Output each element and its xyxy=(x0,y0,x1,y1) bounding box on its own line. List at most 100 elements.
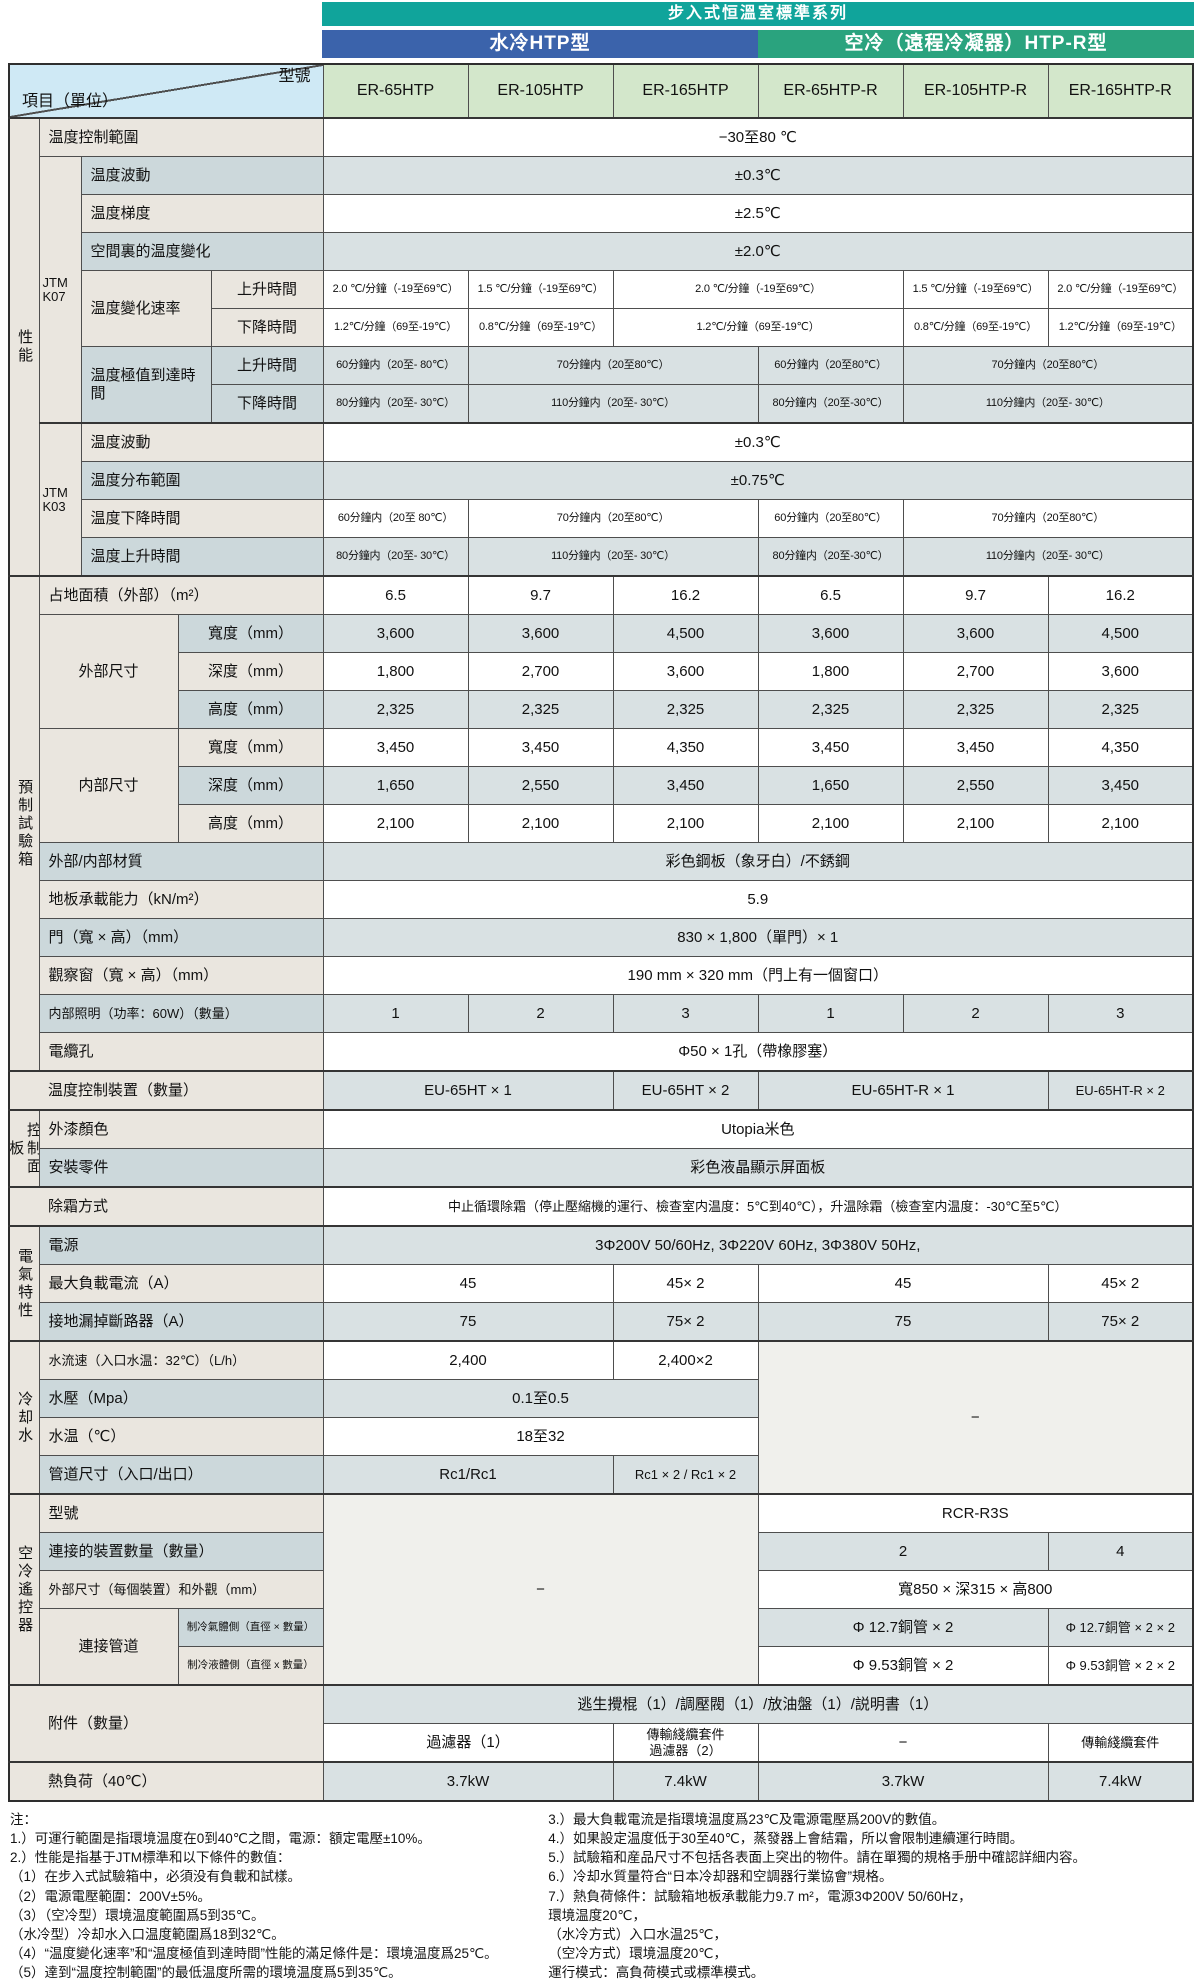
value-cell: 60分鐘内（20至80℃） xyxy=(757,499,904,538)
series-title-bar: 步入式恒溫室標準系列 xyxy=(322,2,1194,26)
value-cell: 3,450 xyxy=(757,728,904,767)
label-cell: 型號 xyxy=(38,1493,324,1533)
label-cell: 最大負載電流（A） xyxy=(38,1264,324,1303)
value-cell: 2,700 xyxy=(902,652,1049,691)
group-performance: 性能 xyxy=(8,117,40,577)
group-control-panel: 控制面板 xyxy=(8,1109,40,1188)
label-cell: 寬度（mm） xyxy=(177,614,324,653)
not-applicable-cell: − xyxy=(322,1493,759,1686)
value-cell: 1.5 ℃/分鐘（-19至69℃） xyxy=(467,270,614,309)
value-cell: 45× 2 xyxy=(612,1264,759,1303)
note-line: （2）電源電壓範圍：200V±5%。 xyxy=(10,1888,211,1904)
row-window: 觀察窗（寬 × 高）（mm） 190 mm × 320 mm（門上有一個窗口） xyxy=(9,956,1194,995)
row-temp-control-range: 性能 温度控制範圍 −30至80 ℃ xyxy=(8,117,1194,577)
value-cell: 過濾器（1） xyxy=(322,1723,614,1763)
label-cell: 内部照明（功率：60W）（數量） xyxy=(38,994,324,1033)
label-cell: 上升時間 xyxy=(210,270,324,309)
value-cell: 80分鐘内（20至- 30℃） xyxy=(322,537,469,577)
label-cell: 水温（℃） xyxy=(38,1417,324,1456)
value-cell: 2 xyxy=(467,994,614,1033)
value-cell: 1,650 xyxy=(757,766,904,805)
value-cell: 1,800 xyxy=(322,652,469,691)
value-cell: Φ 12.7銅管 × 2 xyxy=(757,1608,1049,1647)
value-cell: 2,325 xyxy=(902,690,1049,729)
value-cell: 1,800 xyxy=(757,652,904,691)
label-cell: 深度（mm） xyxy=(177,652,324,691)
label-cell: 連接的裝置數量（數量） xyxy=(38,1532,324,1571)
notes: 注： 1.）可運行範圍是指環境温度在0到40℃之間，電源：額定電壓±10%。 2.）… xyxy=(8,1810,1192,1982)
row-temp-change-rate-fall: 下降時間 1.2℃/分鐘（69至-19℃） 0.8℃/分鐘（69至-19℃） 1.2℃… xyxy=(9,308,1194,347)
value-cell: 1 xyxy=(757,994,904,1033)
note-line: （4）“温度變化速率”和“温度極值到達時間”性能的滿足條件是：環境温度爲25℃。 xyxy=(10,1946,498,1962)
row-cable-hole: 電纜孔 Φ50 × 1孔（帶橡膠塞） xyxy=(9,1032,1194,1072)
model-header-cell: ER-165HTP xyxy=(612,63,759,119)
value-cell: 2,550 xyxy=(902,766,1049,805)
value-cell: 3,600 xyxy=(757,614,904,653)
value-cell: 16.2 xyxy=(612,575,759,615)
value-cell: 7.4kW xyxy=(612,1761,759,1802)
value-cell: 傳輸綫纜套件 xyxy=(1047,1723,1194,1763)
value-cell: 45 xyxy=(322,1264,614,1303)
group-remote-condenser: 空冷遙控器 xyxy=(8,1493,40,1686)
row-water-flow: 冷却水 水流速（入口水温：32℃）（L/h） 2,400 2,400×2− xyxy=(8,1340,1194,1495)
label-cell: 外部尺寸 xyxy=(38,614,179,729)
value-cell: 2,100 xyxy=(322,804,469,843)
group-cooling-water: 冷却水 xyxy=(8,1340,40,1495)
value-cell: 4,350 xyxy=(612,728,759,767)
value-cell: 2,100 xyxy=(757,804,904,843)
value-cell: 80分鐘内（20至-30℃） xyxy=(757,537,904,577)
value-cell: 75 xyxy=(322,1302,614,1342)
value-cell: 2,400×2 xyxy=(612,1340,759,1380)
model-header-cell: ER-165HTP-R xyxy=(1047,63,1194,119)
value-cell: ±0.3℃ xyxy=(322,156,1194,195)
row-temp-gradient: 温度梯度 ±2.5℃ xyxy=(9,194,1194,233)
note-line: 6.）冷却水質量符合“日本冷却器和空調器行業協會”規格。 xyxy=(548,1869,893,1885)
value-cell: 3,600 xyxy=(902,614,1049,653)
label-cell: 管道尺寸（入口/出口） xyxy=(38,1455,324,1495)
value-cell: 3,450 xyxy=(902,728,1049,767)
value-cell: 2,400 xyxy=(322,1340,614,1380)
value-cell: 3,600 xyxy=(612,652,759,691)
value-cell: 0.8℃/分鐘（69至-19℃） xyxy=(467,308,614,347)
value-cell: 190 mm × 320 mm（門上有一個窗口） xyxy=(322,956,1194,995)
label-cell: 接地漏掉斷路器（A） xyxy=(38,1302,324,1342)
value-cell: 4,500 xyxy=(1047,614,1194,653)
notes-left-column: 注： 1.）可運行範圍是指環境温度在0到40℃之間，電源：額定電壓±10%。 2.）… xyxy=(10,1810,542,1982)
value-cell: 3,450 xyxy=(1047,766,1194,805)
row-remote-dimensions: 外部尺寸（每個裝置）和外觀（mm） 寬850 × 深315 × 高800 xyxy=(9,1570,1194,1609)
type-header-bars: 水冷HTP型 空冷（遠程冷凝器）HTP-R型 xyxy=(322,30,1194,58)
label-cell: 外漆顏色 xyxy=(38,1109,324,1149)
note-line: 3.）最大負載電流是指環境温度爲23℃及電源電壓爲200V的數值。 xyxy=(548,1812,946,1827)
label-cell: 温度上升時間 xyxy=(80,537,324,577)
value-cell: 2,325 xyxy=(757,690,904,729)
note-line: （水冷方式）入口水温25℃， xyxy=(548,1926,727,1942)
row-lighting: 内部照明（功率：60W）（數量） 1 2 3 1 2 3 xyxy=(9,994,1194,1033)
notes-right-column: 3.）最大負載電流是指環境温度爲23℃及電源電壓爲200V的數值。 4.）如果設定… xyxy=(548,1810,1190,1982)
group-jtm-k07: JTM K07 xyxy=(38,156,82,424)
value-cell: 70分鐘内（20至80℃） xyxy=(902,346,1194,385)
model-header-cell: ER-105HTP-R xyxy=(902,63,1049,119)
value-cell: 110分鐘内（20至- 30℃） xyxy=(902,384,1194,424)
row-defrost-method: 除霜方式 中止循環除霜（停止壓縮機的運行、檢查室内温度：5℃到40℃），升温除霜（… xyxy=(8,1186,1194,1227)
value-cell: 1.2℃/分鐘（69至-19℃） xyxy=(322,308,469,347)
value-cell: EU-65HT-R × 2 xyxy=(1047,1070,1194,1111)
row-temp-fluctuation-k03: JTM K03 温度波動 ±0.3℃ xyxy=(9,422,1194,577)
value-cell: 60分鐘内（20至- 80℃） xyxy=(322,346,469,385)
row-accessories-common: 附件（數量） 逃生攪棍（1）/調壓閥（1）/放油盤（1）/説明書（1） xyxy=(8,1684,1194,1763)
value-cell: 2,100 xyxy=(1047,804,1194,843)
value-cell: 3.7kW xyxy=(322,1761,614,1802)
row-temp-extreme-time-rise: 温度極值到達時間 上升時間 60分鐘内（20至- 80℃） 70分鐘内（20至80℃）… xyxy=(9,346,1194,424)
row-ext-depth: 深度（mm） 1,800 2,700 3,600 1,800 2,700 3,600 xyxy=(9,652,1194,691)
value-cell: 2 xyxy=(757,1532,1049,1571)
label-cell: 觀察窗（寬 × 高）（mm） xyxy=(38,956,324,995)
label-cell: 下降時間 xyxy=(210,308,324,347)
label-cell: 空間裏的温度變化 xyxy=(80,232,324,271)
value-cell: 2,325 xyxy=(612,690,759,729)
value-cell: Φ 9.53銅管 × 2 xyxy=(757,1646,1049,1686)
value-cell: 75 xyxy=(757,1302,1049,1342)
note-line: 4.）如果設定温度低于30至40℃，蒸發器上會結霜，所以會限制連續運行時間。 xyxy=(548,1831,1024,1847)
value-cell: 110分鐘内（20至- 30℃） xyxy=(902,537,1194,577)
value-cell: 110分鐘内（20至- 30℃） xyxy=(467,537,759,577)
value-cell: 3 xyxy=(612,994,759,1033)
